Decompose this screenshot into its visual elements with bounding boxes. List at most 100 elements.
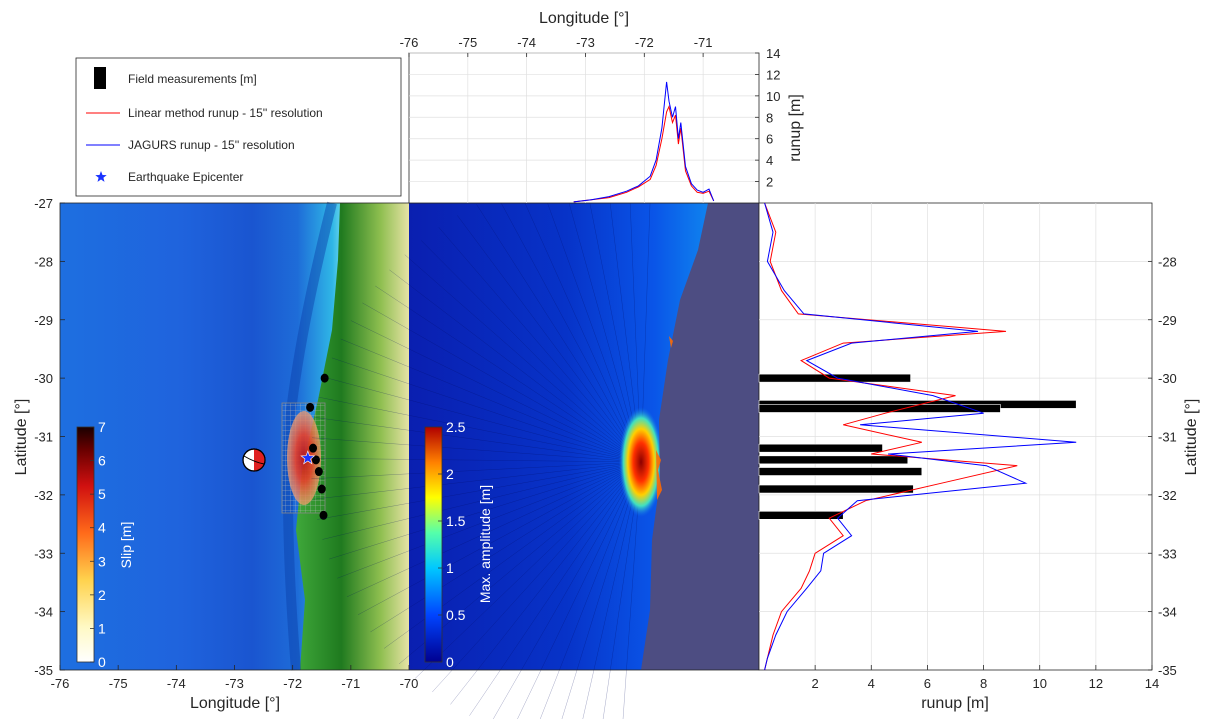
map-x-tick-label: -73 xyxy=(225,676,244,691)
legend-linear: Linear method runup - 15'' resolution xyxy=(128,106,323,120)
right-y-tick-label: -31 xyxy=(1158,430,1177,445)
top-x-tick-label: -75 xyxy=(458,35,477,50)
right-x-axis-title: runup [m] xyxy=(921,695,989,712)
wave-ray xyxy=(331,357,642,463)
top-y-tick-label: 4 xyxy=(766,153,773,168)
wave-ray xyxy=(438,227,642,463)
runup-latitude-plot: 2 4 6 8 10 12 14 -28 -29 -30 -31 -32 -33 -34 -35 runu… xyxy=(758,202,1200,712)
map-x-tick-label: -70 xyxy=(400,676,419,691)
slip-colorbar-label: Slip [m] xyxy=(118,522,134,569)
field-measurement-bar xyxy=(758,404,1001,413)
wave-ray xyxy=(450,461,642,705)
right-x-tick-label: 6 xyxy=(924,676,931,691)
wave-ray xyxy=(517,186,642,463)
top-y-tick-label: 6 xyxy=(766,132,773,147)
top-x-tick-label: -76 xyxy=(400,35,419,50)
amplitude-hotspot xyxy=(619,407,663,517)
field-points xyxy=(306,373,329,520)
top-y-tick-label: 14 xyxy=(766,46,780,61)
top-y-axis-title: runup [m] xyxy=(787,94,804,162)
map-x-tick-label: -74 xyxy=(167,676,186,691)
field-measurement-bar xyxy=(758,443,883,453)
field-measurement-bar xyxy=(758,455,909,465)
wave-ray xyxy=(514,461,642,724)
top-x-tick-label: -72 xyxy=(635,35,654,50)
map-y-tick-label: -34 xyxy=(34,605,53,620)
top-x-tick-label: -73 xyxy=(576,35,595,50)
wave-ray xyxy=(370,461,642,633)
slip-colorbar: 0 1 2 3 4 5 6 7 Slip [m] xyxy=(76,419,134,670)
wave-ray xyxy=(312,437,642,463)
slip-colorbar-tick-label: 2 xyxy=(98,587,106,603)
legend-star-icon xyxy=(95,171,107,182)
right-x-axis: 2 4 6 8 10 12 14 xyxy=(812,665,1159,691)
runup-longitude-plot: -76 -75 -74 -73 -72 -71 2 4 6 8 10 12 14 Longitude … xyxy=(400,10,804,204)
field-point xyxy=(319,510,328,520)
map-y-tick-label: -31 xyxy=(34,430,53,445)
wave-ray xyxy=(560,461,642,724)
right-y-tick-label: -29 xyxy=(1158,313,1177,328)
field-measurement-bar xyxy=(758,484,914,494)
wave-ray xyxy=(311,458,642,463)
legend-jagurs: JAGURS runup - 15'' resolution xyxy=(128,138,295,152)
right-x-tick-label: 2 xyxy=(812,676,819,691)
slip-colorbar-tick-label: 0 xyxy=(98,654,106,670)
field-point xyxy=(306,402,315,412)
map-y-tick-label: -29 xyxy=(34,313,53,328)
right-x-tick-label: 4 xyxy=(868,676,875,691)
map-x-axis: -76 -75 -74 -73 -72 -71 -70 xyxy=(51,665,419,691)
field-point xyxy=(311,455,320,465)
slip-colorbar-tick-label: 5 xyxy=(98,486,106,502)
right-x-tick-label: 10 xyxy=(1032,676,1046,691)
field-point xyxy=(317,484,326,494)
wave-ray xyxy=(362,302,642,463)
field-point xyxy=(309,443,318,453)
right-y-tick-label: -32 xyxy=(1158,488,1177,503)
wave-ray xyxy=(322,461,642,540)
top-x-tick-label: -71 xyxy=(694,35,713,50)
wave-ray xyxy=(329,461,642,560)
coastal-amplitude xyxy=(656,336,673,500)
slip-colorbar-tick-label: 6 xyxy=(98,453,106,469)
right-y-tick-label: -33 xyxy=(1158,546,1177,561)
wave-ray xyxy=(317,461,642,520)
legend-epicenter: Earthquake Epicenter xyxy=(128,170,243,184)
right-y-tick-label: -34 xyxy=(1158,605,1177,620)
wave-ray xyxy=(414,461,642,679)
top-series-line xyxy=(573,105,715,203)
top-x-axis: -76 -75 -74 -73 -72 -71 xyxy=(400,35,713,57)
amplitude-colorbar: 0 0.5 1 1.5 2 2.5 Max. amplitude [m] xyxy=(424,419,493,670)
map-y-tick-label: -30 xyxy=(34,371,53,386)
top-x-axis-title: Longitude [°] xyxy=(539,10,629,27)
top-y-tick-label: 10 xyxy=(766,89,780,104)
top-y-axis: 2 4 6 8 10 12 14 xyxy=(755,46,780,190)
wave-ray xyxy=(389,269,642,463)
slip-colorbar-tick-label: 7 xyxy=(98,419,106,435)
amplitude-colorbar-tick-label: 1 xyxy=(446,560,454,576)
slip-colorbar-tick-label: 4 xyxy=(98,520,106,536)
right-y-tick-label: -30 xyxy=(1158,371,1177,386)
slip-colorbar-tick-label: 1 xyxy=(98,620,106,636)
wave-ray xyxy=(375,285,642,463)
wave-ray xyxy=(469,461,642,716)
land-mask xyxy=(641,203,759,670)
amplitude-colorbar-tick-label: 2 xyxy=(446,466,454,482)
slip-colorbar-tick-label: 3 xyxy=(98,553,106,569)
top-y-tick-label: 2 xyxy=(766,175,773,190)
field-measurement-bar xyxy=(758,373,911,383)
wave-ray xyxy=(496,194,642,463)
map-x-axis-title: Longitude [°] xyxy=(190,695,280,712)
wave-ray xyxy=(324,377,642,463)
right-x-tick-label: 12 xyxy=(1089,676,1103,691)
wave-ray xyxy=(490,461,642,724)
right-y-axis: -28 -29 -30 -31 -32 -33 -34 -35 xyxy=(1148,254,1177,678)
land-topography xyxy=(296,203,409,670)
wave-ray xyxy=(337,461,642,579)
amplitude-colorbar-tick-label: 0.5 xyxy=(446,607,466,623)
right-y-tick-label: -28 xyxy=(1158,254,1177,269)
map-y-tick-label: -35 xyxy=(34,663,53,678)
amplitude-colorbar-tick-label: 1.5 xyxy=(446,513,466,529)
right-y-tick-label: -35 xyxy=(1158,663,1177,678)
